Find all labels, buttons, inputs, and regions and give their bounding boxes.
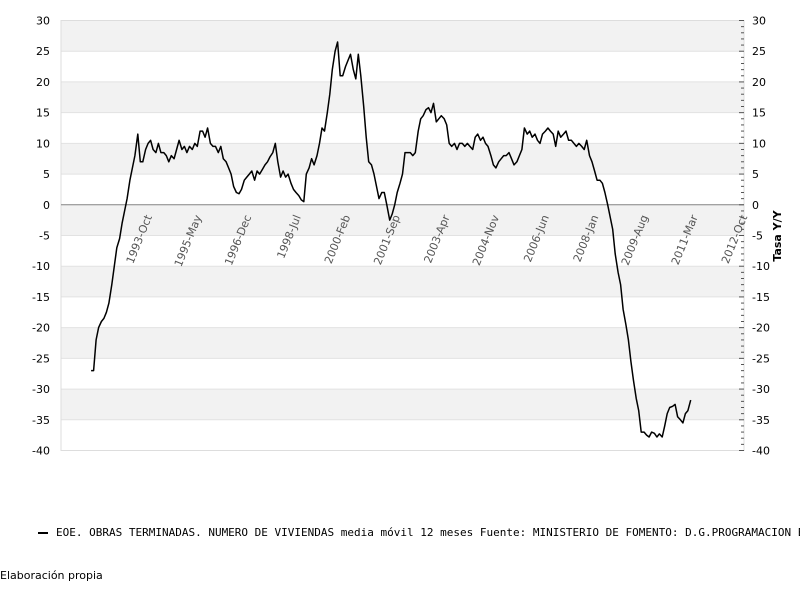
y-axis-left: 30 25 20 15 10 5 0 -5 -10 -15 -20 -25 -30 -35 -40 — [32, 15, 50, 458]
y-tick-label-left: -5 — [39, 230, 50, 243]
grid-bands — [61, 20, 744, 420]
y-tick-label-right: 0 — [752, 199, 759, 212]
y-tick-label-right: -20 — [752, 322, 770, 335]
grid-band — [61, 20, 744, 52]
y-tick-label-right: -25 — [752, 352, 770, 365]
y-tick-label-right: 5 — [752, 168, 759, 181]
grid-band — [61, 204, 744, 236]
legend: EOE. OBRAS TERMINADAS. NUMERO DE VIVIEND… — [38, 526, 800, 539]
y-tick-label-right: 25 — [752, 45, 766, 58]
y-tick-label-left: 20 — [36, 76, 50, 89]
y-tick-label-right: -30 — [752, 383, 770, 396]
y-tick-label-left: -40 — [32, 445, 50, 458]
series-line — [91, 41, 692, 438]
y-tick-label-left: 30 — [36, 15, 50, 28]
y-tick-label-right: -10 — [752, 260, 770, 273]
y-tick-label-left: -20 — [32, 322, 50, 335]
y-tick-label-left: 15 — [36, 107, 50, 120]
y-tick-label-right: 15 — [752, 107, 766, 120]
y-tick-label-right: 20 — [752, 76, 766, 89]
y-tick-label-left: 25 — [36, 45, 50, 58]
y-tick-label-left: 0 — [43, 199, 50, 212]
y-tick-label-right: -35 — [752, 414, 770, 427]
y-axis-right-label: Tasa Y/Y — [771, 209, 784, 261]
y-tick-label-left: -25 — [32, 352, 50, 365]
footer-note: Elaboración propia — [0, 569, 103, 582]
y-tick-label-right: -40 — [752, 445, 770, 458]
y-tick-label-right: -15 — [752, 291, 770, 304]
y-tick-label-left: -15 — [32, 291, 50, 304]
y-tick-label-left: -30 — [32, 383, 50, 396]
legend-swatch — [38, 532, 48, 534]
y-tick-label-left: -35 — [32, 414, 50, 427]
y-axis-right: 30 25 20 15 10 5 0 -5 -10 -15 -20 -25 -30 -35 -40 — [752, 15, 770, 458]
y-tick-label-left: 10 — [36, 137, 50, 150]
legend-text: EOE. OBRAS TERMINADAS. NUMERO DE VIVIEND… — [56, 526, 800, 539]
grid-band — [61, 81, 744, 113]
grid-band — [61, 389, 744, 420]
y-tick-label-right: 30 — [752, 15, 766, 28]
grid-band — [61, 327, 744, 359]
y-axis-right-minor-ticks — [739, 20, 744, 451]
grid-band — [61, 266, 744, 297]
y-tick-label-right: 10 — [752, 137, 766, 150]
y-tick-label-left: 5 — [43, 168, 50, 181]
y-tick-label-right: -5 — [752, 230, 763, 243]
y-tick-label-left: -10 — [32, 260, 50, 273]
